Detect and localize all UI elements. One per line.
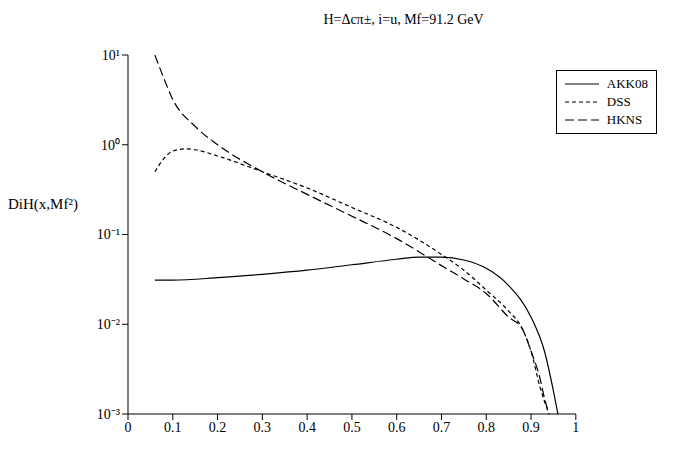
svg-text:0.6: 0.6: [388, 420, 406, 435]
svg-text:0.3: 0.3: [254, 420, 272, 435]
svg-text:10⁰: 10⁰: [101, 138, 120, 153]
svg-text:10¹: 10¹: [102, 48, 120, 63]
html-text:HKNS: HKNS: [606, 112, 643, 127]
svg-text:0: 0: [125, 420, 132, 435]
html-text:DiH(x,Mf²): DiH(x,Mf²): [8, 196, 78, 212]
svg-text:0.2: 0.2: [209, 420, 227, 435]
svg-text:0.5: 0.5: [343, 420, 361, 435]
svg-text:10⁻²: 10⁻²: [97, 317, 120, 332]
html-text:AKK08: AKK08: [606, 76, 648, 91]
svg-text:0.8: 0.8: [478, 420, 496, 435]
svg-text:0.4: 0.4: [298, 420, 316, 435]
svg-text:1: 1: [572, 420, 579, 435]
svg-text:0.1: 0.1: [164, 420, 182, 435]
svg-text:10⁻¹: 10⁻¹: [97, 227, 120, 242]
html-text:DSS: DSS: [606, 94, 631, 109]
svg-text:0.7: 0.7: [433, 420, 451, 435]
html-text:H=Δcπ±, i=u, Mf=91.2 GeV: H=Δcπ±, i=u, Mf=91.2 GeV: [323, 12, 484, 27]
svg-text:10⁻³: 10⁻³: [97, 407, 120, 422]
svg-text:0.9: 0.9: [522, 420, 540, 435]
